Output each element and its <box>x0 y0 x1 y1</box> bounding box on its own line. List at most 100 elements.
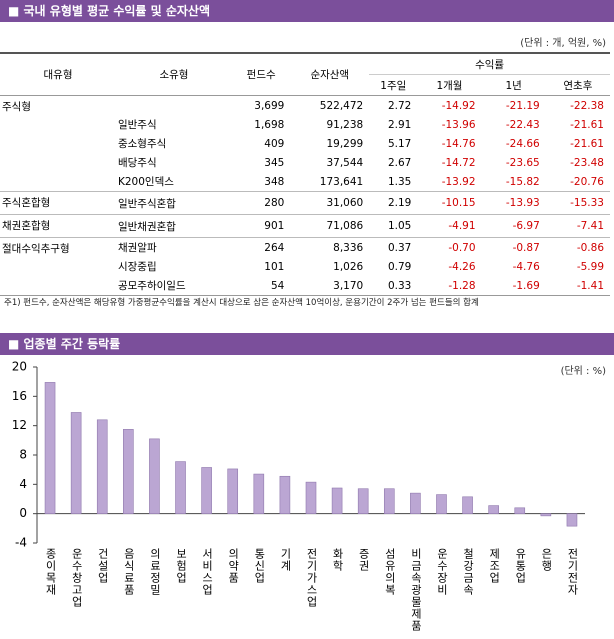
cell: -0.70 <box>417 237 482 257</box>
cell: 91,238 <box>326 118 364 131</box>
bar <box>175 461 186 514</box>
row: 주식혼합형 일반주식혼합 280 31,060 2.19 -10.15 -13.93 -15.… <box>0 191 610 215</box>
bar <box>462 496 473 514</box>
x-tick-label: 운수창고업 <box>70 548 84 608</box>
subheader: 연초후 <box>545 74 610 96</box>
cell: -5.99 <box>576 260 604 273</box>
cell: -13.92 <box>441 175 476 188</box>
sub-type <box>115 95 232 115</box>
x-tick-label: 전기가스업 <box>305 548 318 608</box>
cell: -22.38 <box>545 95 610 115</box>
bar <box>410 492 421 514</box>
x-tick-label: 증권 <box>357 548 371 572</box>
bar <box>201 467 212 514</box>
x-tick-label: 유통업 <box>513 548 527 584</box>
cell: 31,060 <box>290 191 370 215</box>
cell: -20.76 <box>570 175 604 188</box>
cell: 2.91 <box>387 118 412 131</box>
section-title: ■ 업종별 주간 등락률 <box>0 333 614 355</box>
header: 펀드수 <box>231 53 291 96</box>
x-tick-label: 섬유의복 <box>383 548 397 596</box>
row: 일반주식 1,698 91,238 2.91 -13.96 -22.43 -21.61 <box>0 115 610 134</box>
row: K200인덱스 348 173,641 1.35 -13.92 -15.82 -20.76 <box>0 172 610 192</box>
cell: 1,026 <box>333 260 364 273</box>
bar <box>540 513 552 517</box>
cell: 71,086 <box>290 214 370 238</box>
bar <box>436 494 447 514</box>
sub-type: 배당주식 <box>117 157 157 169</box>
section-title: ■ 국내 유형별 평균 수익률 및 순자산액 <box>0 0 614 22</box>
group-name: 절대수익추구형 <box>0 237 116 296</box>
cell: -22.43 <box>505 118 540 131</box>
x-tick-label: 의료정밀 <box>148 548 162 596</box>
cell: 2.67 <box>387 156 412 169</box>
cell: -1.69 <box>512 279 540 292</box>
bar <box>279 475 291 514</box>
group-name: 주식형 <box>0 95 116 192</box>
x-tick-label: 운수장비 <box>435 548 449 596</box>
cell: 280 <box>231 191 291 215</box>
bar <box>357 488 369 514</box>
bar <box>305 481 317 514</box>
cell: 264 <box>231 237 291 257</box>
cell: -21.61 <box>570 118 604 131</box>
bar <box>488 505 499 514</box>
x-tick-label: 화학 <box>331 548 345 572</box>
x-tick-label: 기계 <box>278 548 292 572</box>
bar <box>96 419 108 514</box>
cell: 345 <box>264 156 285 169</box>
x-tick-label: 통신업 <box>252 548 266 584</box>
cell: 54 <box>270 279 285 292</box>
cell: -21.61 <box>570 137 604 150</box>
cell: 173,641 <box>319 175 364 188</box>
cell: 3,699 <box>231 95 291 115</box>
unit: (단위 : 개, 억원, %) <box>520 38 606 49</box>
cell: 409 <box>264 137 285 150</box>
bar <box>227 468 239 514</box>
cell: -14.92 <box>417 95 482 115</box>
cell: 5.17 <box>387 137 412 150</box>
cell: 1,698 <box>254 118 285 131</box>
row: 채권혼합형 일반채권혼합 901 71,086 1.05 -4.91 -6.97 -7.41 <box>0 214 610 238</box>
cell: 3,170 <box>333 279 364 292</box>
cell: 37,544 <box>326 156 364 169</box>
x-tick-label: 의약품 <box>226 548 240 584</box>
sub-type: 중소형주식 <box>117 138 167 150</box>
cell: 522,472 <box>290 95 370 115</box>
cell: -13.93 <box>481 191 546 215</box>
chart: -4 0 4 8 12 16 20 <box>12 360 585 550</box>
cell: 0.33 <box>387 279 412 292</box>
cell: 348 <box>264 175 285 188</box>
bar <box>383 488 395 514</box>
bar <box>44 382 56 514</box>
x-tick-label: 서비스업 <box>200 548 214 596</box>
x-tick-label: 비금속광물제품 <box>409 548 423 632</box>
x-tick-label: 철강금속 <box>461 548 475 596</box>
y-tick-label: 12 <box>12 418 27 432</box>
cell: -23.65 <box>505 156 540 169</box>
cell: 101 <box>264 260 285 273</box>
cell: -23.48 <box>570 156 604 169</box>
bar <box>149 438 160 514</box>
cell: 2.19 <box>369 191 418 215</box>
cell: -4.76 <box>512 260 540 273</box>
group-name: 채권혼합형 <box>0 214 116 238</box>
group-name: 주식혼합형 <box>0 191 116 215</box>
header: 대유형 <box>0 53 116 96</box>
bar <box>566 513 578 527</box>
row: 시장중립 101 1,026 0.79 -4.26 -4.76 -5.99 <box>0 257 610 276</box>
cell: 0.37 <box>369 237 418 257</box>
bar <box>514 507 526 514</box>
header: 순자산액 <box>290 53 370 96</box>
y-tick-label: -4 <box>15 536 27 550</box>
cell: 2.72 <box>369 95 418 115</box>
sub-type: K200인덱스 <box>117 176 174 188</box>
cell: -15.82 <box>505 175 540 188</box>
subheader: 1주일 <box>369 74 418 96</box>
subheader: 1개월 <box>417 74 482 96</box>
cell: 0.79 <box>387 260 412 273</box>
sub-type: 일반주식 <box>117 119 157 131</box>
y-tick-label: 4 <box>19 477 27 491</box>
cell: 8,336 <box>290 237 370 257</box>
